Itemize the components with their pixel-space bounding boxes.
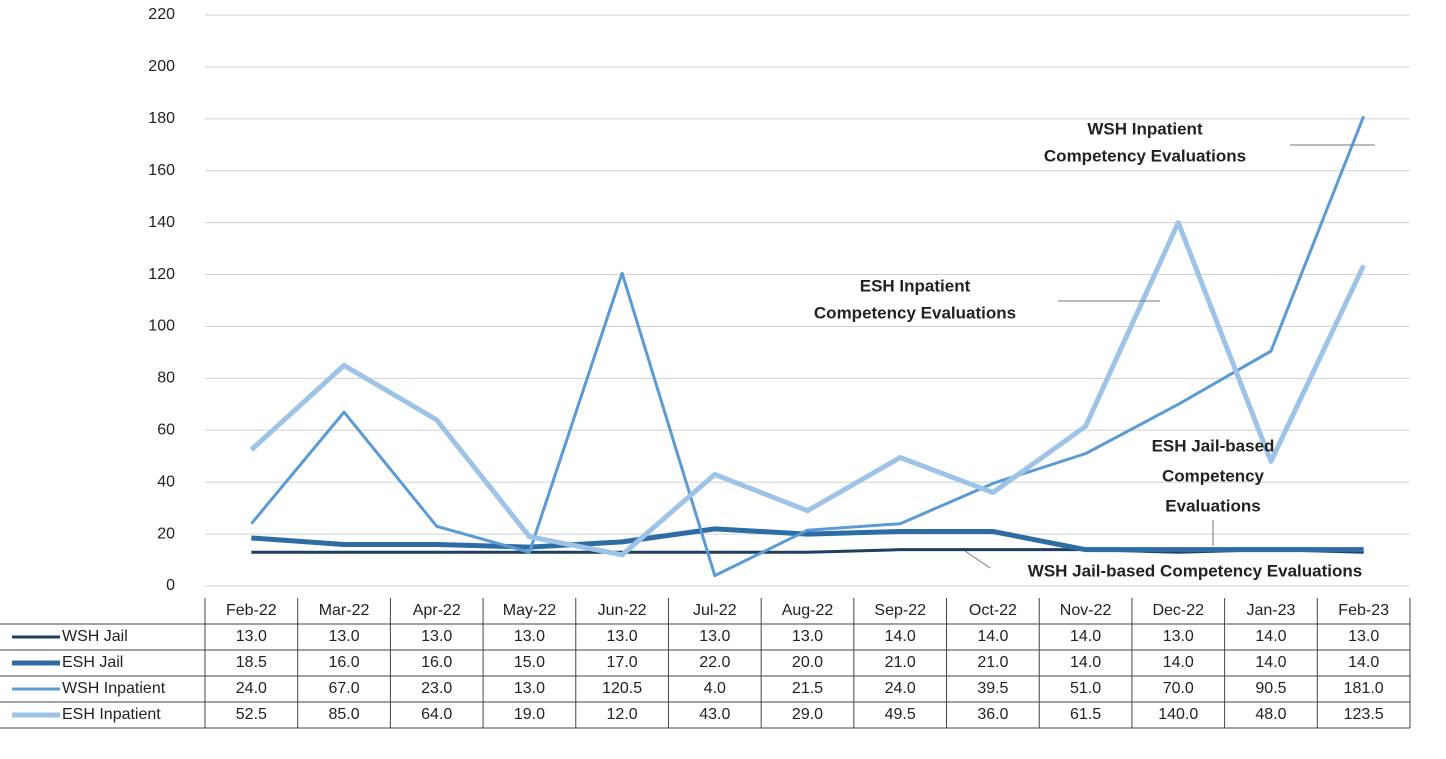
table-cell: 49.5 <box>885 706 916 723</box>
series-line <box>251 548 1364 554</box>
x-tick-label: Jun-22 <box>598 602 647 619</box>
table-cell: 52.5 <box>236 706 267 723</box>
annotation: Competency Evaluations <box>1044 146 1246 165</box>
y-tick-label: 120 <box>148 266 175 283</box>
x-tick-label: Mar-22 <box>319 602 370 619</box>
table-cell: 4.0 <box>704 680 726 697</box>
table-cell: 90.5 <box>1255 680 1286 697</box>
series-line <box>251 526 1364 553</box>
legend-label: WSH Jail <box>62 628 128 645</box>
table-cell: 43.0 <box>699 706 730 723</box>
table-cell: 140.0 <box>1158 706 1198 723</box>
table-cell: 13.0 <box>699 628 730 645</box>
table-cell: 51.0 <box>1070 680 1101 697</box>
table-cell: 14.0 <box>1255 654 1286 671</box>
table-cell: 29.0 <box>792 706 823 723</box>
table-cell: 17.0 <box>607 654 638 671</box>
table-cell: 120.5 <box>602 680 642 697</box>
table-cell: 15.0 <box>514 654 545 671</box>
y-tick-label: 20 <box>157 525 175 542</box>
table-cell: 13.0 <box>236 628 267 645</box>
x-tick-label: Aug-22 <box>782 602 834 619</box>
table-cell: 39.5 <box>977 680 1008 697</box>
table-cell: 64.0 <box>421 706 452 723</box>
table-cell: 19.0 <box>514 706 545 723</box>
table-cell: 14.0 <box>1070 654 1101 671</box>
table-cell: 13.0 <box>792 628 823 645</box>
table-cell: 85.0 <box>328 706 359 723</box>
legend-label: WSH Inpatient <box>62 680 166 697</box>
table-cell: 123.5 <box>1344 706 1384 723</box>
x-tick-label: Sep-22 <box>874 602 926 619</box>
x-tick-label: Feb-22 <box>226 602 277 619</box>
x-tick-label: Jul-22 <box>693 602 737 619</box>
y-tick-label: 100 <box>148 318 175 335</box>
series-line <box>250 115 1366 578</box>
table-cell: 14.0 <box>1255 628 1286 645</box>
annotation: Competency Evaluations <box>814 303 1016 322</box>
leader-line <box>964 550 991 569</box>
table-cell: 14.0 <box>1163 654 1194 671</box>
x-tick-label: Nov-22 <box>1060 602 1112 619</box>
table-cell: 24.0 <box>236 680 267 697</box>
legend-label: ESH Jail <box>62 654 123 671</box>
table-cell: 14.0 <box>1070 628 1101 645</box>
annotation: WSH Jail-based Competency Evaluations <box>1028 561 1362 580</box>
annotation: ESH Jail-based <box>1152 436 1275 455</box>
annotation: Evaluations <box>1165 496 1260 515</box>
table-cell: 14.0 <box>977 628 1008 645</box>
x-tick-label: Feb-23 <box>1338 602 1389 619</box>
series-line <box>249 220 1366 558</box>
y-tick-label: 200 <box>148 58 175 75</box>
table-cell: 36.0 <box>977 706 1008 723</box>
x-tick-label: Apr-22 <box>413 602 461 619</box>
table-cell: 70.0 <box>1163 680 1194 697</box>
annotation: Competency <box>1162 466 1265 485</box>
table-cell: 13.0 <box>328 628 359 645</box>
y-tick-label: 80 <box>157 370 175 387</box>
x-tick-label: May-22 <box>503 602 556 619</box>
table-cell: 13.0 <box>421 628 452 645</box>
table-cell: 12.0 <box>607 706 638 723</box>
table-cell: 23.0 <box>421 680 452 697</box>
table-cell: 181.0 <box>1344 680 1384 697</box>
y-tick-label: 60 <box>157 421 175 438</box>
table-cell: 16.0 <box>421 654 452 671</box>
table-cell: 21.0 <box>977 654 1008 671</box>
x-tick-label: Dec-22 <box>1152 602 1204 619</box>
y-tick-label: 40 <box>157 473 175 490</box>
x-tick-label: Oct-22 <box>969 602 1017 619</box>
x-tick-label: Jan-23 <box>1247 602 1296 619</box>
table-cell: 61.5 <box>1070 706 1101 723</box>
annotation: ESH Inpatient <box>860 276 971 295</box>
table-cell: 13.0 <box>607 628 638 645</box>
y-tick-label: 180 <box>148 110 175 127</box>
table-cell: 16.0 <box>328 654 359 671</box>
table-cell: 13.0 <box>1348 628 1379 645</box>
table-cell: 13.0 <box>1163 628 1194 645</box>
y-tick-label: 140 <box>148 214 175 231</box>
y-tick-label: 0 <box>166 577 175 594</box>
table-cell: 21.0 <box>885 654 916 671</box>
y-tick-label: 160 <box>148 162 175 179</box>
table-cell: 48.0 <box>1255 706 1286 723</box>
annotation: WSH Inpatient <box>1087 119 1203 138</box>
table-cell: 20.0 <box>792 654 823 671</box>
y-tick-label: 220 <box>148 6 175 23</box>
table-cell: 14.0 <box>885 628 916 645</box>
table-cell: 13.0 <box>514 628 545 645</box>
table-cell: 14.0 <box>1348 654 1379 671</box>
table-cell: 24.0 <box>885 680 916 697</box>
table-cell: 67.0 <box>328 680 359 697</box>
table-cell: 21.5 <box>792 680 823 697</box>
table-cell: 13.0 <box>514 680 545 697</box>
table-cell: 22.0 <box>699 654 730 671</box>
legend-label: ESH Inpatient <box>62 706 161 723</box>
table-cell: 18.5 <box>236 654 267 671</box>
